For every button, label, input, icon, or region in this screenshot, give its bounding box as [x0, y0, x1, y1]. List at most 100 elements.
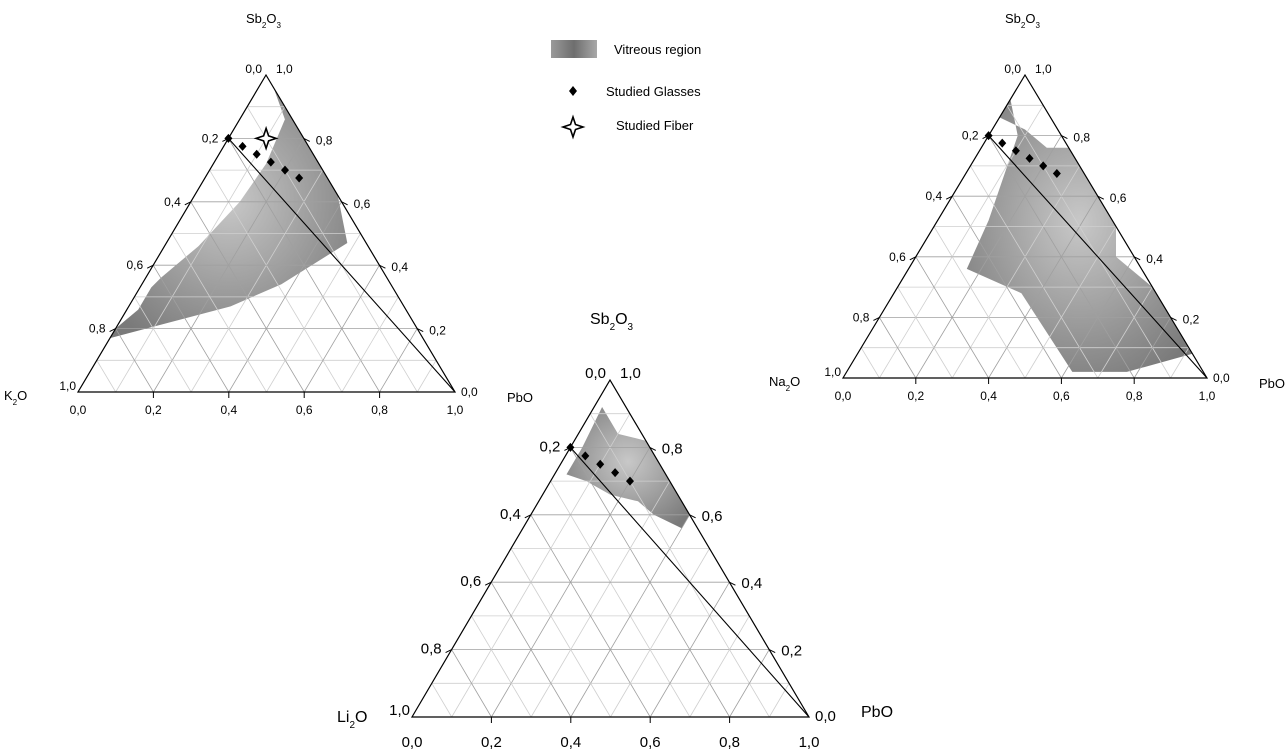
- bottom-tick-label: 0,0: [835, 389, 852, 403]
- left-tick-label: 0,6: [889, 250, 906, 264]
- ternary-napo: 0,0 0,2 0,2 0,8 0,4 0,4 0,6 0,6 0,6 0,4 0,8 0,8 0,2 1…: [769, 11, 1285, 403]
- left-tick-label: 0,8: [853, 310, 870, 324]
- right-tick-label: 0,8: [316, 133, 333, 147]
- legend-diamond-icon: [569, 86, 577, 96]
- bottom-tick-label: 0,8: [371, 403, 388, 417]
- left-tick-label: 0,4: [164, 195, 181, 209]
- tick-mark: [109, 328, 116, 333]
- right-tick-label: 0,4: [391, 260, 408, 274]
- legend: Vitreous region Studied Glasses Studied …: [551, 40, 701, 140]
- right-tick-label: 0,2: [1183, 312, 1200, 326]
- grid-line: [550, 480, 691, 718]
- grid-line: [303, 264, 380, 393]
- grid-line: [431, 683, 453, 718]
- bottom-tick-label: 0,6: [296, 403, 313, 417]
- studied-glass-point: [1039, 161, 1048, 171]
- left-tick-label: 0,2: [540, 438, 561, 455]
- grid-line: [96, 360, 117, 393]
- studied-glass-point: [281, 165, 289, 175]
- grid-line: [768, 683, 790, 718]
- right-tick-label: 0,6: [1110, 191, 1127, 205]
- left-corner-tick-label: 1,0: [59, 379, 76, 393]
- studied-glass-point: [224, 133, 233, 143]
- tick-mark: [909, 256, 917, 261]
- tick-mark: [729, 581, 736, 586]
- right-component-label: PbO: [861, 704, 893, 721]
- left-tick-label: 0,4: [500, 506, 521, 523]
- tick-mark: [484, 581, 492, 586]
- right-component-label: PbO: [507, 390, 533, 405]
- studied-glass-point: [1052, 168, 1061, 178]
- left-tick-label: 0,2: [962, 129, 979, 143]
- tick-mark: [445, 649, 452, 654]
- top-component-label: Sb2O3: [246, 11, 282, 30]
- tick-mark: [649, 446, 657, 451]
- grid-line: [860, 347, 880, 379]
- grid-line: [530, 480, 671, 718]
- studied-glass-point: [611, 468, 620, 478]
- bottom-tick-label: 0,4: [980, 389, 997, 403]
- right-corner-tick-label: 0,0: [815, 708, 836, 725]
- left-tick-label: 0,8: [89, 322, 106, 336]
- right-tick-label: 0,8: [1073, 131, 1090, 145]
- grid-line: [471, 615, 532, 718]
- tick-mark: [1170, 316, 1177, 321]
- grid-line: [879, 317, 917, 379]
- tick-mark: [416, 328, 424, 333]
- top-left-tick-label: 0,0: [1004, 62, 1021, 76]
- legend-vitreous-label: Vitreous region: [614, 42, 701, 57]
- grid: [96, 106, 437, 393]
- tick-mark: [1061, 135, 1068, 140]
- left-tick-label: 0,2: [202, 131, 219, 145]
- bottom-tick-label: 0,8: [1126, 389, 1143, 403]
- studied-glass-point: [596, 459, 605, 469]
- bottom-tick-label: 0,2: [907, 389, 924, 403]
- studied-glass-point: [252, 149, 261, 159]
- grid-line: [649, 581, 730, 718]
- studied-glass-point: [295, 173, 304, 183]
- legend-glasses-label: Studied Glasses: [606, 84, 701, 99]
- grid-line: [897, 286, 953, 379]
- bottom-tick-label: 1,0: [799, 734, 820, 751]
- grid-line: [951, 165, 1080, 379]
- grid-line: [171, 233, 267, 393]
- bottom-tick-label: 0,2: [145, 403, 162, 417]
- studied-glass-point: [998, 138, 1007, 148]
- grid-line: [1024, 226, 1117, 379]
- tick-mark: [303, 137, 311, 142]
- studied-fiber-point: [253, 125, 279, 151]
- grid-line: [589, 413, 770, 718]
- left-tick-label: 0,6: [460, 573, 481, 590]
- tick-mark: [945, 195, 953, 200]
- ternary-kpo: 0,0 0,2 0,2 0,8 0,4 0,4 0,6 0,6 0,6 0,4 0,8 0,8 0,2 1…: [4, 11, 533, 417]
- triangle-frame: [76, 73, 457, 393]
- top-right-tick-label: 1,0: [620, 365, 641, 382]
- top-left-tick-label: 0,0: [585, 365, 606, 382]
- grid-line: [490, 581, 572, 718]
- grid-line: [152, 264, 230, 393]
- grid-line: [1170, 347, 1190, 379]
- grid-line: [115, 328, 154, 393]
- left-corner-tick-label: 1,0: [389, 702, 410, 719]
- grid-line: [451, 649, 492, 718]
- tick-mark: [146, 264, 154, 269]
- left-tick-label: 0,4: [926, 189, 943, 203]
- right-corner-tick-label: 0,0: [1213, 371, 1230, 385]
- studied-glass-point: [1025, 153, 1034, 163]
- grid-line: [134, 296, 192, 393]
- grid: [860, 104, 1190, 379]
- grid-line: [610, 548, 710, 718]
- tick-mark: [184, 201, 192, 206]
- bottom-tick-label: 0,4: [220, 403, 237, 417]
- right-tick-label: 0,6: [354, 197, 371, 211]
- grid-line: [266, 233, 361, 393]
- composition-line: [569, 447, 810, 718]
- tick-mark: [689, 514, 696, 519]
- left-tick-label: 0,6: [127, 258, 144, 272]
- bottom-tick-label: 0,6: [640, 734, 661, 751]
- grid-line: [1133, 317, 1171, 379]
- vitreous-region: [566, 407, 690, 529]
- right-tick-label: 0,4: [741, 575, 762, 592]
- bottom-tick-label: 0,0: [70, 403, 87, 417]
- top-component-label: Sb2O3: [1005, 11, 1041, 30]
